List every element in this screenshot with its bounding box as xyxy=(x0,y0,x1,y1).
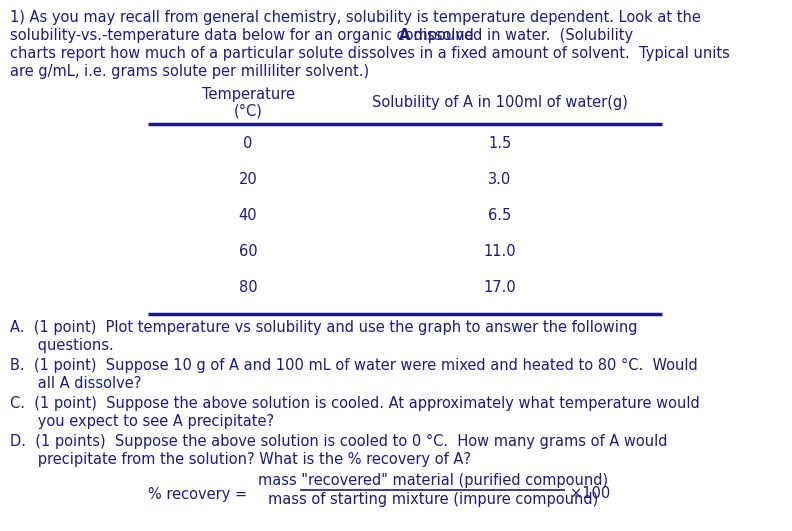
Text: charts report how much of a particular solute dissolves in a fixed amount of sol: charts report how much of a particular s… xyxy=(10,46,730,61)
Text: 1.5: 1.5 xyxy=(489,136,512,151)
Text: C.  (1 point)  Suppose the above solution is cooled. At approximately what tempe: C. (1 point) Suppose the above solution … xyxy=(10,396,700,411)
Text: D.  (1 points)  Suppose the above solution is cooled to 0 °C.  How many grams of: D. (1 points) Suppose the above solution… xyxy=(10,434,668,449)
Text: precipitate from the solution? What is the % recovery of A?: precipitate from the solution? What is t… xyxy=(10,452,471,467)
Text: all A dissolve?: all A dissolve? xyxy=(10,376,142,391)
Text: A: A xyxy=(399,28,410,43)
Text: B.  (1 point)  Suppose 10 g of A and 100 mL of water were mixed and heated to 80: B. (1 point) Suppose 10 g of A and 100 m… xyxy=(10,358,698,373)
Text: Solubility of A in 100ml of water(g): Solubility of A in 100ml of water(g) xyxy=(372,95,628,110)
Text: 3.0: 3.0 xyxy=(489,172,512,187)
Text: questions.: questions. xyxy=(10,338,114,353)
Text: 60: 60 xyxy=(238,244,257,259)
Text: mass "recovered" material (purified compound): mass "recovered" material (purified comp… xyxy=(258,473,608,488)
Text: A.  (1 point)  Plot temperature vs solubility and use the graph to answer the fo: A. (1 point) Plot temperature vs solubil… xyxy=(10,320,638,335)
Text: 1) As you may recall from general chemistry, solubility is temperature dependent: 1) As you may recall from general chemis… xyxy=(10,10,701,25)
Text: Temperature: Temperature xyxy=(201,87,295,102)
Text: ×100: ×100 xyxy=(570,486,611,501)
Text: 40: 40 xyxy=(238,208,257,223)
Text: 17.0: 17.0 xyxy=(484,280,516,295)
Text: dissolved in water.  (Solubility: dissolved in water. (Solubility xyxy=(409,28,633,43)
Text: solubility-vs.-temperature data below for an organic compound: solubility-vs.-temperature data below fo… xyxy=(10,28,478,43)
Text: 6.5: 6.5 xyxy=(489,208,512,223)
Text: you expect to see A precipitate?: you expect to see A precipitate? xyxy=(10,414,274,429)
Text: (°C): (°C) xyxy=(234,103,262,118)
Text: % recovery =: % recovery = xyxy=(148,486,247,501)
Text: mass of starting mixture (impure compound): mass of starting mixture (impure compoun… xyxy=(268,492,598,507)
Text: 0: 0 xyxy=(243,136,253,151)
Text: are g/mL, i.e. grams solute per milliliter solvent.): are g/mL, i.e. grams solute per millilit… xyxy=(10,64,369,79)
Text: 80: 80 xyxy=(238,280,257,295)
Text: 20: 20 xyxy=(238,172,257,187)
Text: 11.0: 11.0 xyxy=(484,244,516,259)
